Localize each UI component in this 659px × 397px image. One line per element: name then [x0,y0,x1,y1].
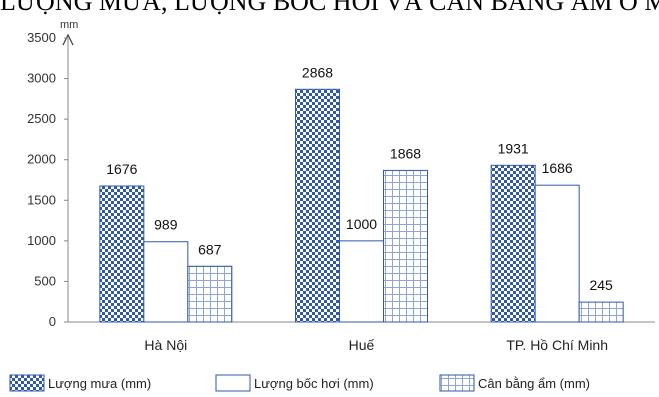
legend-swatch [9,374,45,392]
legend-label: Lượng mưa (mm) [48,376,151,391]
bar-1-2 [295,88,340,323]
chart-title: LƯỢNG MƯA, LƯỢNG BỐC HƠI VÀ CÂN BẰNG ẨM … [0,0,659,16]
legend-label: Lượng bốc hơi (mm) [254,376,374,391]
data-label: 1868 [390,145,421,161]
data-label: 1931 [498,140,529,156]
y-axis-arrow [62,33,74,46]
category-label: TP. Hồ Chí Minh [506,337,608,353]
y-ticks: 0 500 1000 1500 2000 2500 3000 3500 [27,30,68,329]
y-tick-label: 2500 [27,111,56,126]
bar-3-1 [187,265,233,323]
category-labels: Hà Nội Huế TP. Hồ Chí Minh [144,337,608,353]
legend: Lượng mưa (mm) Lượng bốc hơi (mm) Cân bằng… [9,374,590,392]
y-tick-label: 500 [34,273,56,288]
bar-2-3 [534,184,580,323]
data-label: 1676 [106,161,137,177]
bars [99,88,624,323]
y-tick-label: 1000 [27,233,56,248]
bar-3-2 [383,169,428,323]
y-tick-label: 3000 [27,71,56,86]
bar-1-1 [99,185,145,323]
data-label: 2868 [302,64,333,80]
bar-2-1 [143,241,189,323]
category-label: Hà Nội [144,337,187,353]
y-axis-unit: mm [60,19,78,31]
y-tick-label: 3500 [27,30,56,45]
legend-swatch [215,374,251,392]
bar-1-3 [490,164,536,323]
data-label: 1686 [542,160,573,176]
y-tick-label: 1500 [27,192,56,207]
bar-3-3 [578,301,624,323]
legend-swatch [439,374,475,392]
data-label: 989 [154,217,178,233]
data-labels: 1676 989 687 2868 1000 1868 1931 1686 245 [106,64,613,293]
data-label: 1000 [346,216,377,232]
legend-label: Cân bằng ẩm (mm) [478,376,590,391]
data-label: 687 [198,241,222,257]
y-tick-label: 0 [49,314,56,329]
category-label: Huế [349,337,375,353]
bar-2-2 [339,240,384,323]
y-tick-label: 2000 [27,152,56,167]
data-label: 245 [589,277,613,293]
